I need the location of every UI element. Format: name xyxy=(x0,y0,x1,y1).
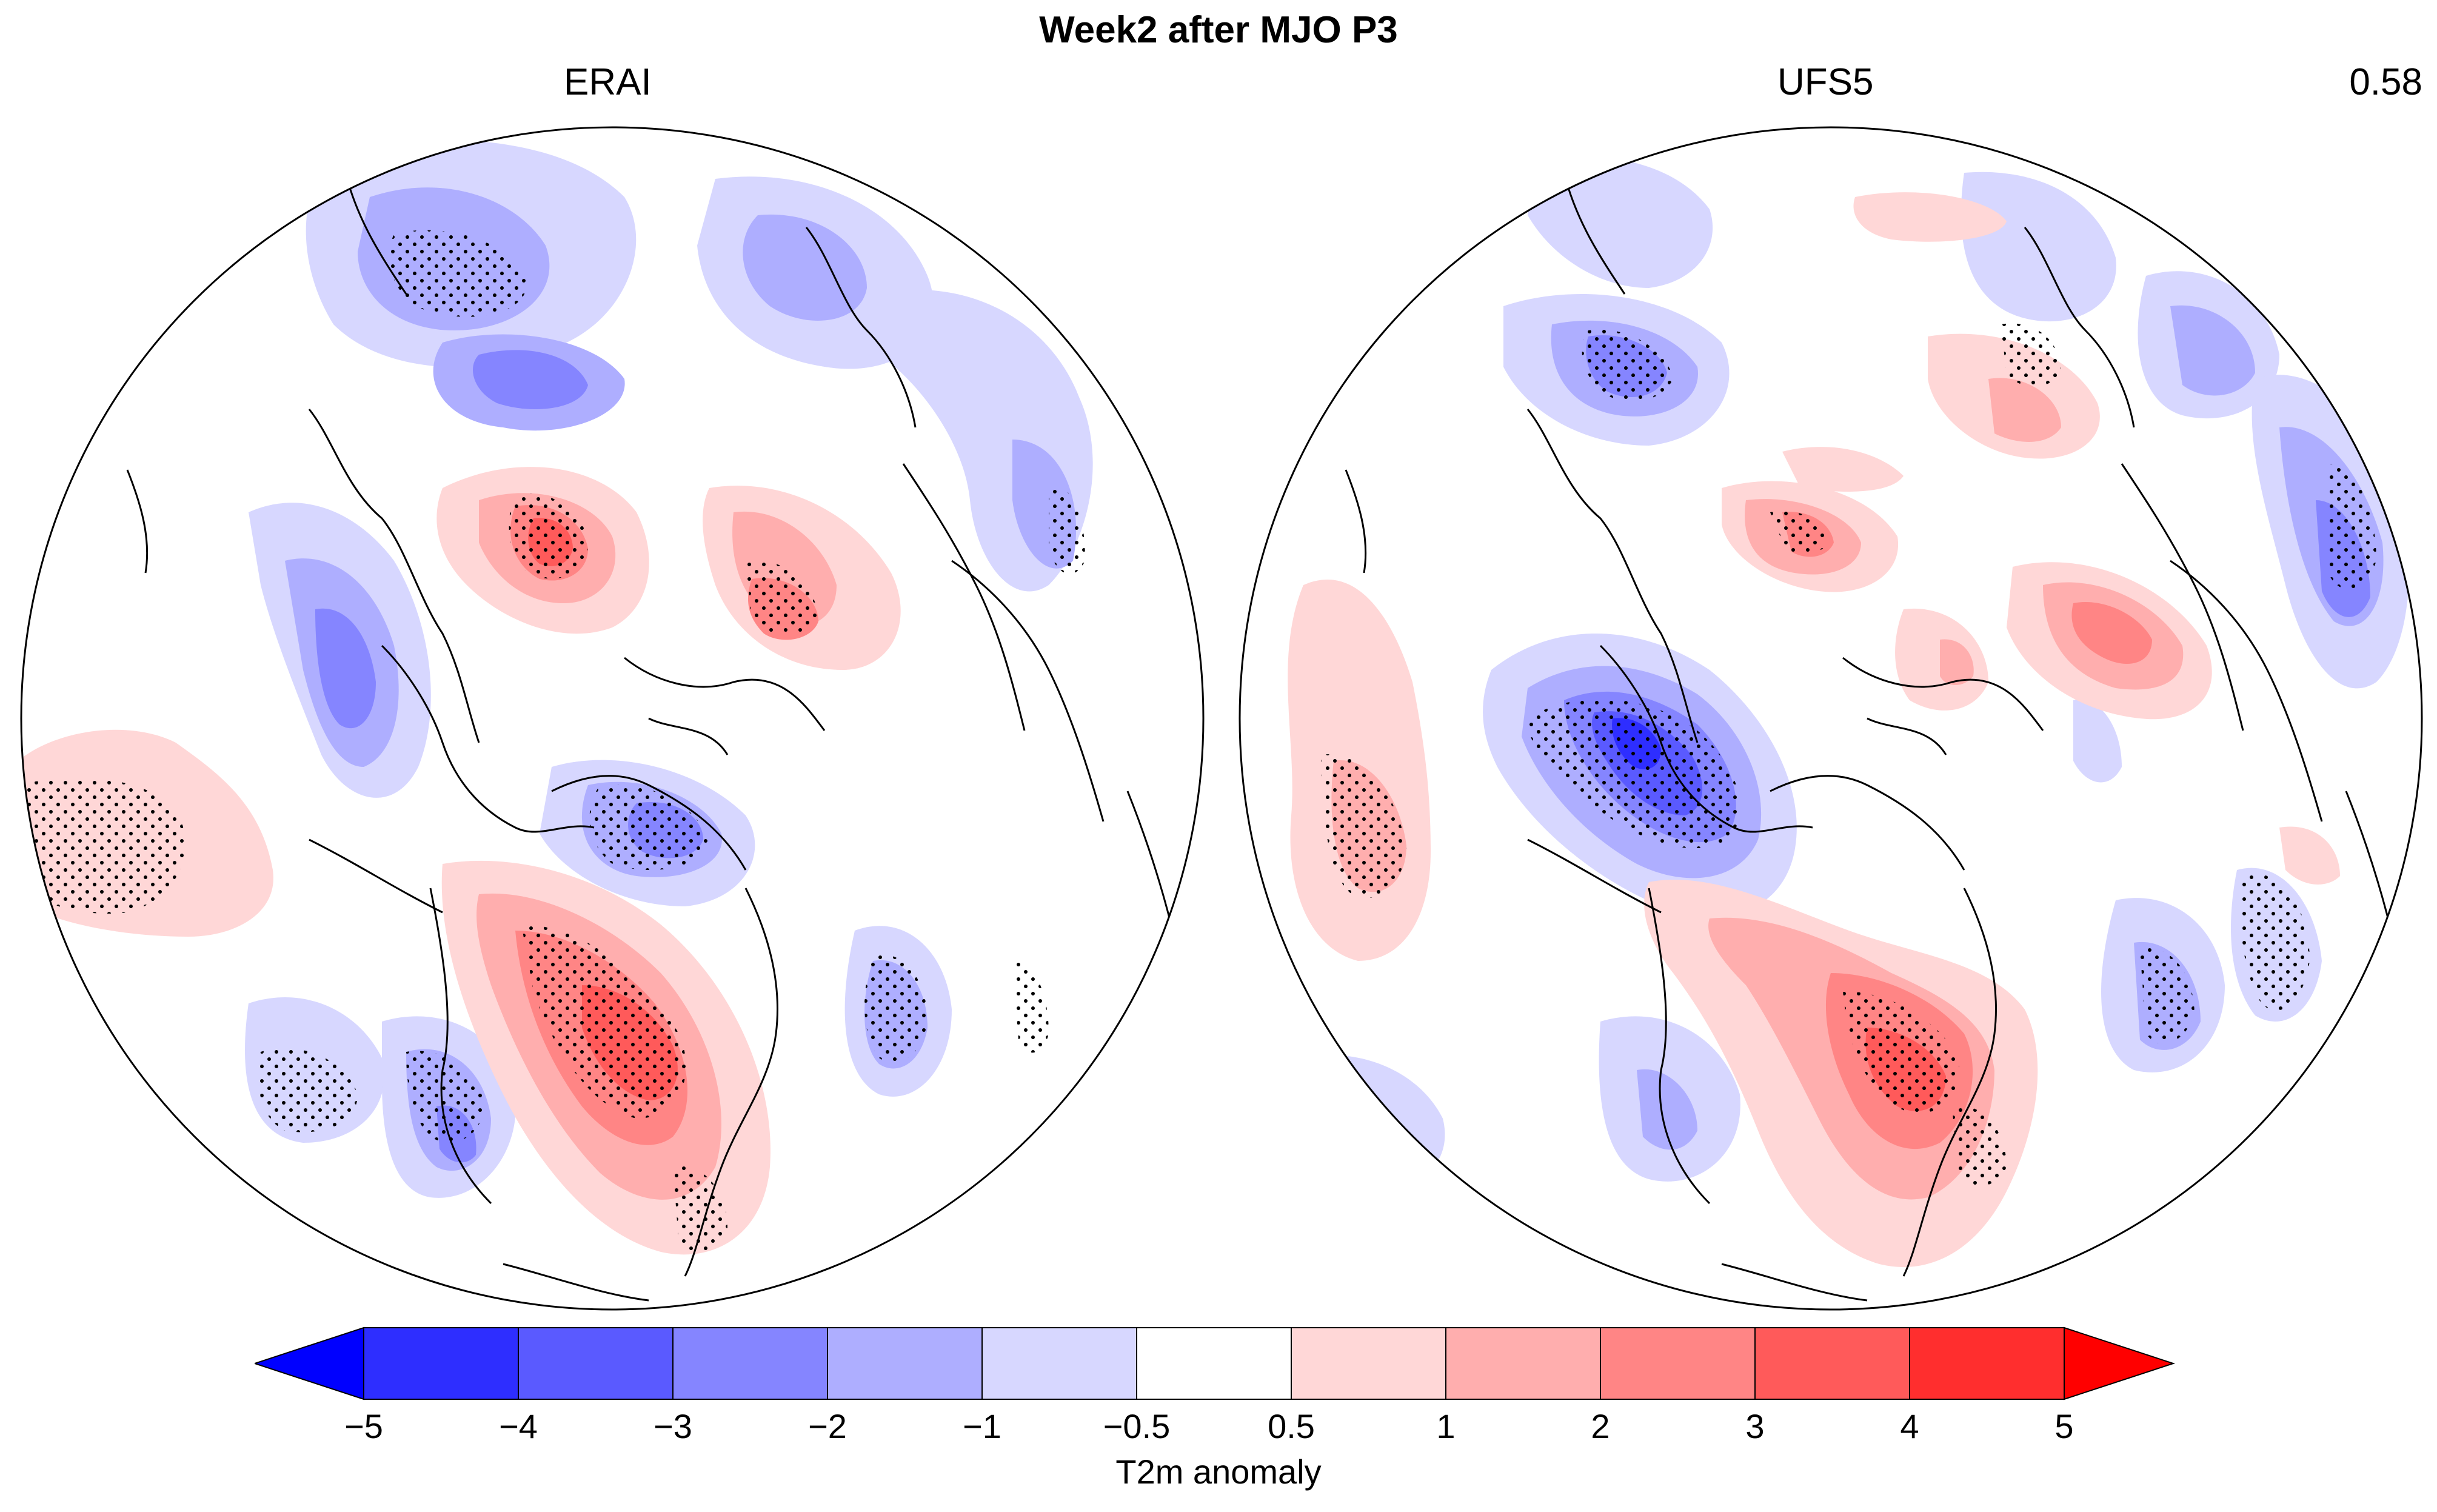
colorbar-tick-label: −1 xyxy=(963,1407,1001,1445)
colorbar-tick-label: 5 xyxy=(2054,1407,2074,1445)
panel-title-erai: ERAI xyxy=(564,61,652,103)
map-ufs5 xyxy=(1239,126,2423,1311)
colorbar-extend-high xyxy=(2064,1326,2176,1400)
colorbar-tick-label: 3 xyxy=(1745,1407,1765,1445)
colorbar-box xyxy=(1754,1327,1910,1400)
significance-stippling-ufs5 xyxy=(1322,238,2376,1186)
colorbar-box xyxy=(1291,1327,1446,1400)
coastlines-erai xyxy=(126,172,1183,1302)
colorbar-box xyxy=(981,1327,1137,1400)
colorbar-tick-label: −0.5 xyxy=(1103,1407,1171,1445)
colorbar-extend-low xyxy=(255,1326,364,1400)
colorbar-box xyxy=(672,1327,828,1400)
anomaly-field-erai xyxy=(21,127,1203,1310)
panel-title-ufs5: UFS5 xyxy=(1777,61,1874,103)
colorbar-box xyxy=(1600,1327,1756,1400)
colorbar-box xyxy=(827,1327,983,1400)
colorbar-box xyxy=(363,1327,519,1400)
colorbar-box xyxy=(1909,1327,2065,1400)
colorbar-tick-label: −5 xyxy=(344,1407,383,1445)
map-erai xyxy=(20,126,1205,1311)
colorbar-tick-label: 1 xyxy=(1436,1407,1456,1445)
significance-stippling-erai xyxy=(21,230,1085,1252)
colorbar-box xyxy=(518,1327,674,1400)
colorbar-tick-label: −4 xyxy=(499,1407,538,1445)
colorbar-tick-label: 4 xyxy=(1900,1407,1919,1445)
anomaly-field-ufs5 xyxy=(1240,127,2422,1310)
colorbar-box xyxy=(1136,1327,1292,1400)
coastlines-ufs5 xyxy=(1345,172,2402,1302)
pattern-correlation-score: 0.58 xyxy=(2349,61,2422,103)
figure-title: Week2 after MJO P3 xyxy=(1039,9,1398,51)
colorbar-box xyxy=(1445,1327,1601,1400)
colorbar-tick-label: 2 xyxy=(1591,1407,1610,1445)
colorbar xyxy=(255,1326,2176,1400)
colorbar-tick-label: −2 xyxy=(808,1407,847,1445)
colorbar-title: T2m anomaly xyxy=(1115,1453,1322,1491)
colorbar-tick-label: −3 xyxy=(654,1407,692,1445)
colorbar-tick-label: 0.5 xyxy=(1268,1407,1315,1445)
